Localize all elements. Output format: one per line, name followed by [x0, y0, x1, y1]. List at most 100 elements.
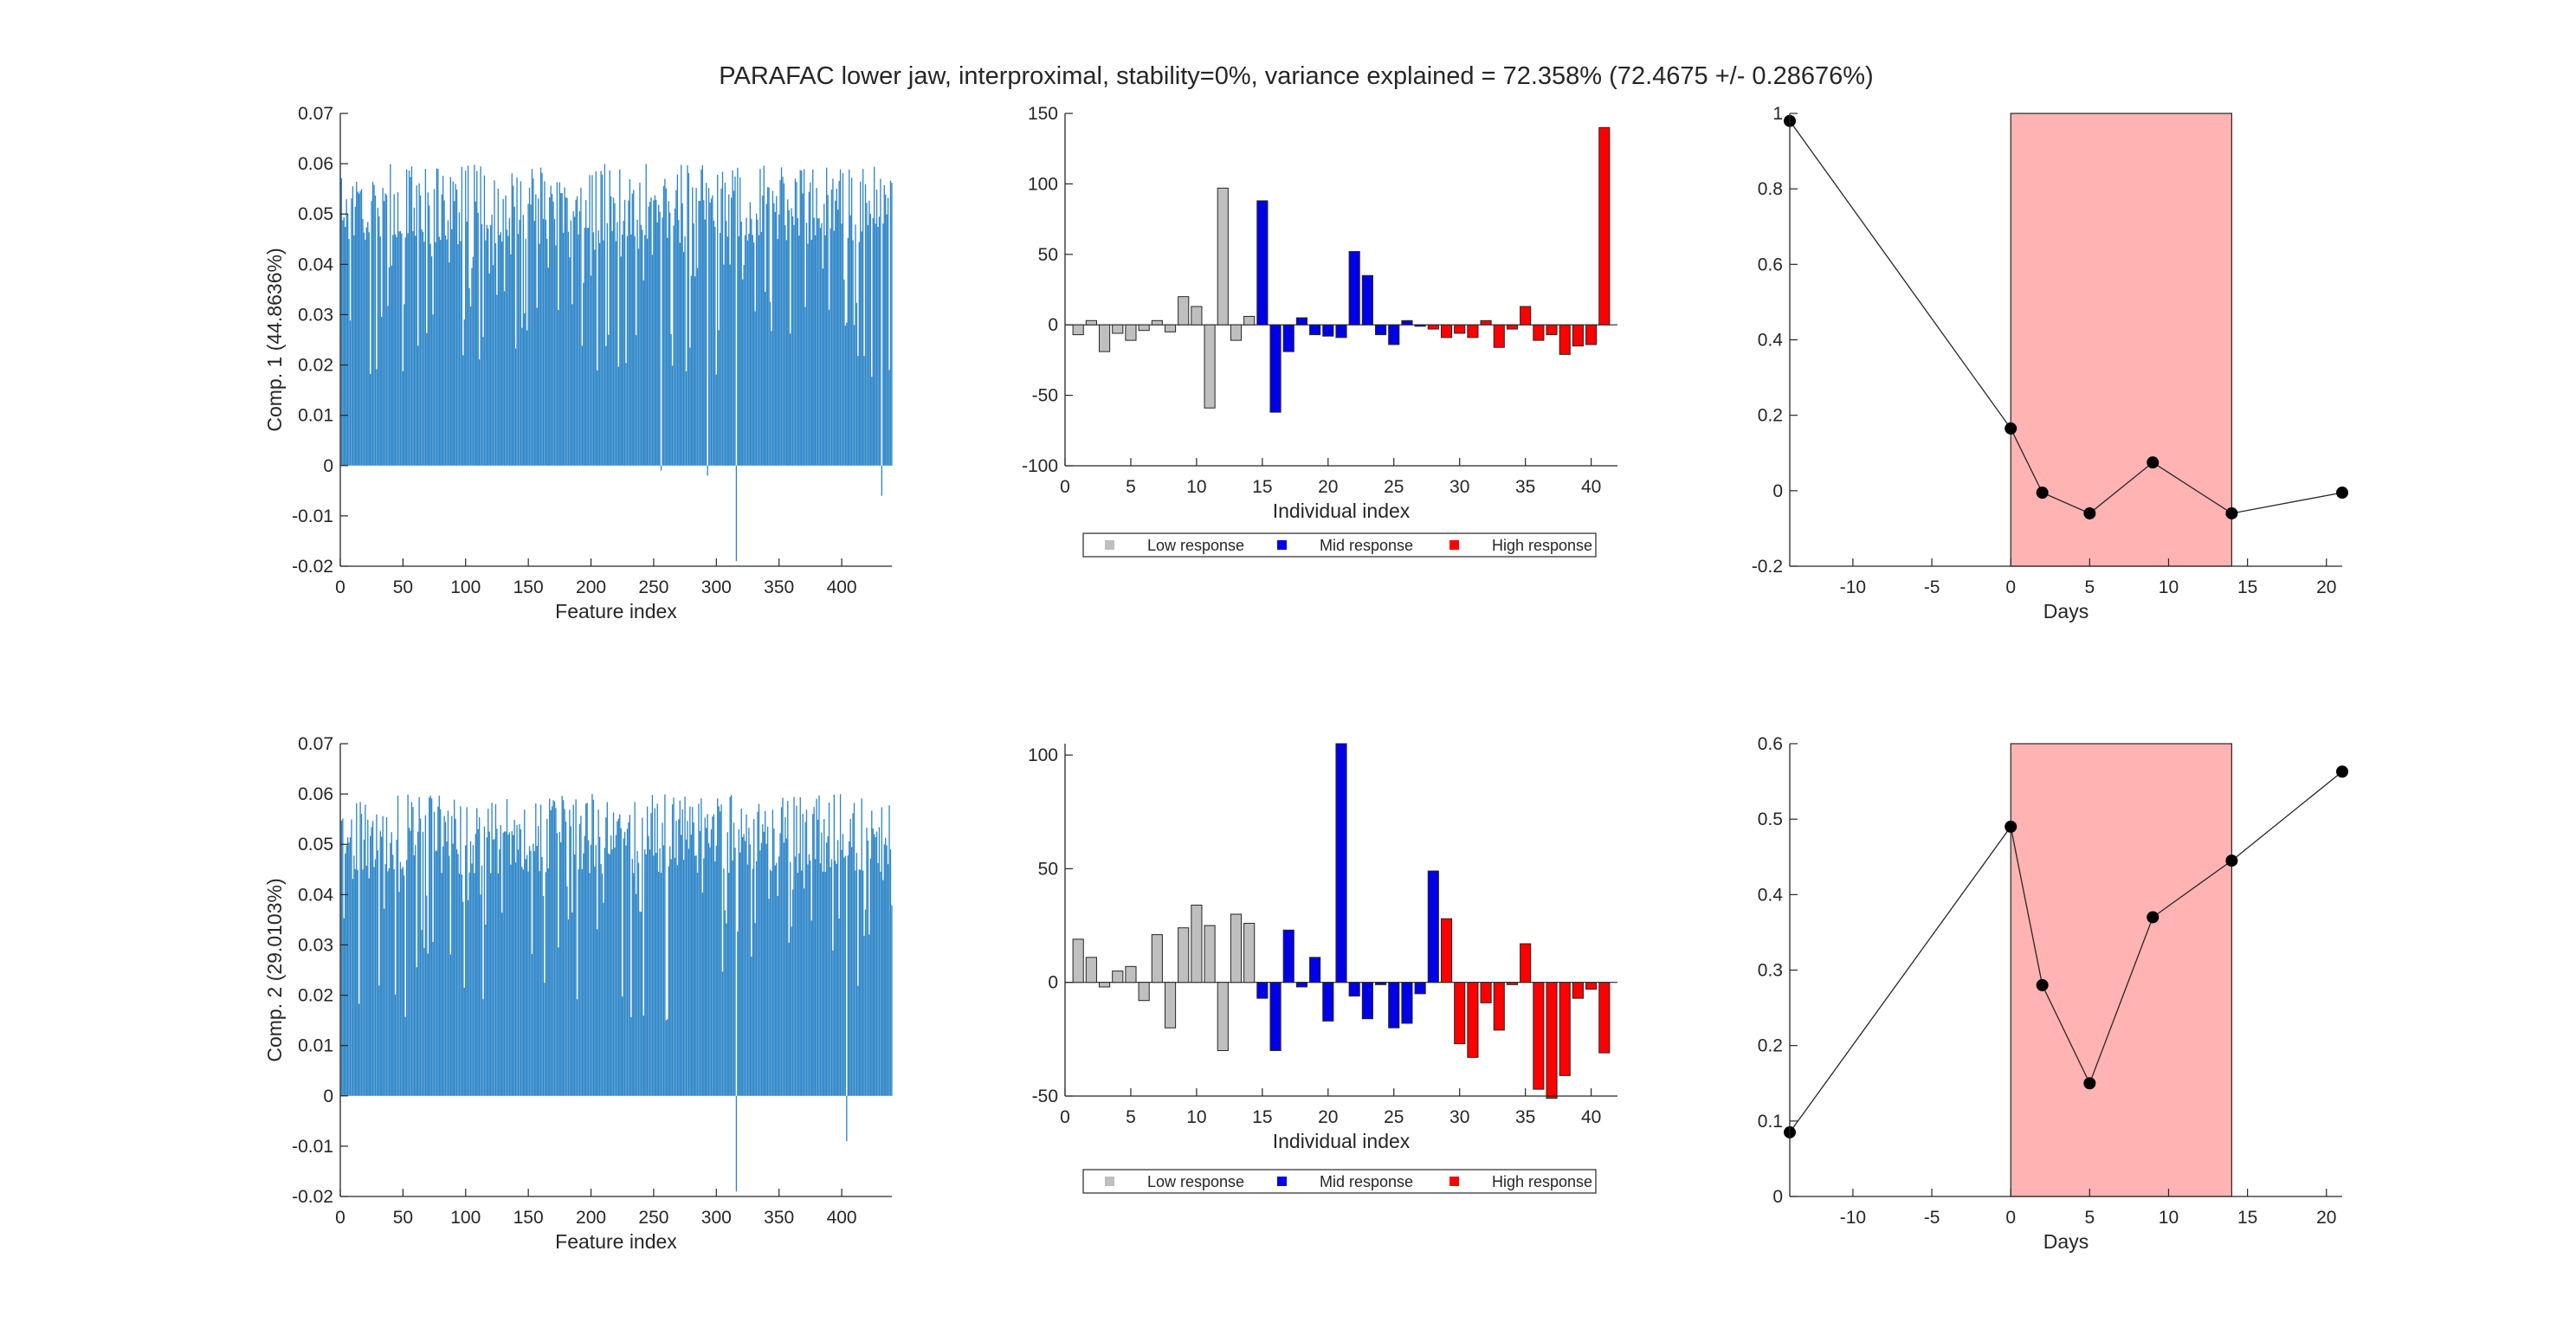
- x-tick-label: 30: [1449, 477, 1469, 497]
- feature-bar: [864, 909, 867, 1096]
- x-tick-label: 10: [1186, 1107, 1206, 1127]
- feature-bar: [755, 213, 758, 466]
- feature-bar: [790, 861, 791, 1096]
- feature-bar: [566, 197, 568, 466]
- feature-bar: [555, 245, 557, 466]
- feature-bar: [465, 845, 467, 1096]
- feature-bar: [587, 840, 590, 1096]
- feature-bar: [535, 803, 537, 1096]
- feature-bar: [791, 889, 794, 1096]
- feature-bar: [496, 829, 498, 1096]
- feature-bar: [497, 873, 500, 1096]
- feature-bar: [644, 235, 646, 466]
- feature-bar: [857, 356, 859, 466]
- feature-bar: [458, 874, 461, 1096]
- feature-bar: [707, 842, 710, 1096]
- feature-bar: [665, 188, 668, 466]
- feature-bar: [816, 798, 817, 1096]
- individual-bar: [1414, 982, 1426, 995]
- feature-bar: [623, 199, 626, 466]
- data-point: [2005, 422, 2018, 435]
- feature-bar: [778, 214, 780, 466]
- feature-bar: [476, 171, 478, 466]
- feature-bar: [640, 912, 642, 1096]
- feature-bar: [378, 216, 380, 466]
- feature-bar: [541, 172, 543, 466]
- data-point: [2083, 506, 2096, 519]
- feature-bar: [709, 847, 711, 1096]
- feature-bar: [595, 171, 597, 466]
- y-tick-label: 0.5: [1758, 809, 1783, 829]
- x-tick-label: 5: [1126, 1107, 1136, 1127]
- feature-bar: [611, 230, 613, 466]
- individual-bar: [1427, 870, 1439, 984]
- y-tick-label: 0.6: [1758, 734, 1783, 754]
- feature-bar: [676, 865, 679, 1096]
- feature-bar: [487, 809, 489, 1096]
- y-tick-label: -0.02: [292, 1187, 333, 1207]
- feature-bar: [651, 795, 654, 1096]
- feature-bar: [655, 853, 657, 1096]
- feature-loadings-chart: 0 50 100 150 200 250 300 350 400 -0.02 -0.01 0 0.01 0…: [263, 104, 893, 622]
- feature-bar: [499, 849, 500, 1096]
- feature-bar: [748, 233, 750, 466]
- feature-bar: [746, 240, 749, 466]
- individual-bar: [1191, 306, 1203, 326]
- x-tick-label: 0: [2005, 577, 2016, 597]
- feature-bar: [653, 855, 655, 1096]
- feature-bar: [828, 309, 830, 466]
- individual-bar: [1230, 913, 1243, 984]
- feature-bar: [790, 333, 791, 466]
- x-tick-label: 350: [764, 577, 794, 597]
- feature-bar: [685, 839, 688, 1096]
- feature-bar: [779, 180, 781, 466]
- feature-bar: [394, 234, 397, 466]
- feature-bar: [365, 865, 368, 1096]
- y-tick-label: 0.01: [298, 406, 333, 426]
- x-tick-label: 25: [1384, 1107, 1404, 1127]
- feature-bar: [720, 188, 722, 466]
- feature-bar: [343, 918, 345, 1096]
- feature-bar: [828, 803, 830, 1096]
- feature-bar: [363, 232, 365, 466]
- x-tick-label: 35: [1515, 1107, 1535, 1127]
- feature-bar: [796, 805, 797, 1096]
- feature-bar: [860, 869, 862, 1096]
- feature-bar: [388, 868, 391, 1096]
- feature-bar: [449, 954, 452, 1096]
- feature-bar: [670, 333, 672, 466]
- feature-bar: [427, 953, 429, 1096]
- feature-bar: [552, 800, 554, 1096]
- feature-bar: [488, 273, 490, 466]
- individual-bar: [1217, 187, 1229, 326]
- feature-bar: [516, 824, 518, 1096]
- feature-bar: [706, 828, 707, 1096]
- individual-bar: [1125, 324, 1137, 341]
- feature-bar: [436, 168, 438, 466]
- feature-bar: [889, 849, 892, 1096]
- feature-bar: [352, 879, 354, 1096]
- feature-bar: [595, 845, 597, 1096]
- feature-bar: [412, 807, 414, 1096]
- feature-bar: [426, 895, 428, 1096]
- y-tick-label: 0.2: [1758, 406, 1783, 426]
- feature-bar: [605, 817, 607, 1096]
- feature-bar: [874, 166, 875, 466]
- feature-bar: [490, 873, 492, 1096]
- feature-bar: [749, 844, 752, 1096]
- x-tick-label: -5: [1924, 1208, 1940, 1228]
- feature-bar: [452, 843, 454, 1096]
- individual-bar: [1112, 971, 1124, 984]
- shaded-region: [2010, 743, 2232, 1197]
- feature-bar: [576, 999, 578, 1096]
- feature-bar: [700, 798, 702, 1096]
- feature-bar: [407, 794, 409, 1096]
- feature-bar: [346, 837, 349, 1096]
- feature-bar: [351, 198, 352, 466]
- feature-bar: [701, 164, 704, 466]
- feature-bar: [417, 831, 419, 1096]
- feature-bar: [656, 803, 658, 1096]
- feature-bar: [508, 217, 511, 466]
- feature-bar: [766, 826, 769, 1096]
- feature-bar: [519, 823, 520, 1096]
